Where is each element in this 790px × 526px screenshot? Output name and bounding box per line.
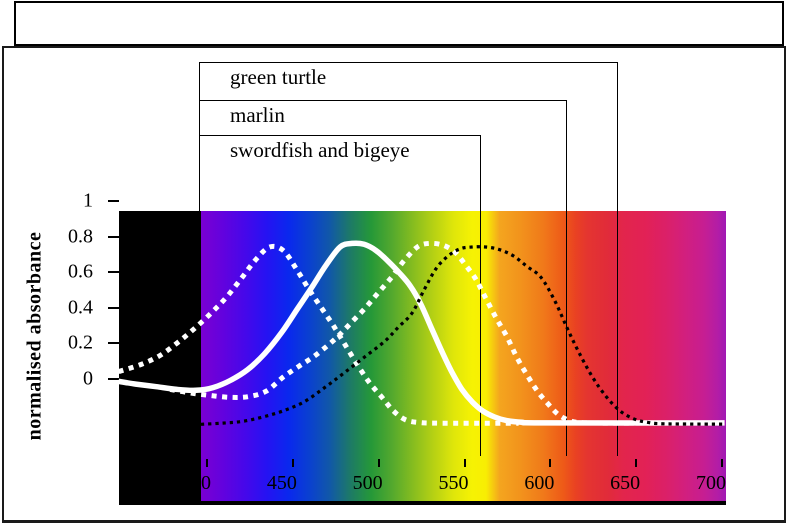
y-tick (108, 306, 119, 309)
x-tick-label: 500 (352, 472, 383, 494)
y-tick (108, 200, 119, 202)
y-axis-title: normalised absorbance (23, 231, 46, 441)
y-tick-label: 0.6 (68, 260, 93, 283)
x-tick (549, 459, 552, 467)
empty-header-box (14, 1, 784, 46)
x-tick-label: 400 (181, 472, 211, 494)
y-tick (108, 378, 119, 380)
x-tick-label: 650 (610, 472, 641, 494)
x-tick (206, 459, 208, 467)
bracket-label: green turtle (230, 65, 327, 89)
x-tick (635, 459, 638, 467)
y-tick (108, 342, 119, 345)
y-tick (108, 235, 119, 238)
x-tick-label: 450 (266, 472, 297, 494)
bracket-label: marlin (230, 103, 285, 127)
bracket-label: swordfish and bigeye (230, 138, 410, 162)
x-tick-label: 700 (696, 472, 726, 494)
x-tick (377, 459, 380, 467)
y-tick-label: 0.2 (68, 331, 93, 354)
y-tick-label: 0.4 (68, 296, 93, 319)
y-tick-label: 1 (83, 189, 93, 212)
bracket-swordfish-and-bigeye: swordfish and bigeye (199, 135, 481, 457)
y-tick-label: 0.8 (68, 225, 93, 248)
chart-frame: normalised absorbance wavelength (nm) 00… (2, 46, 786, 523)
x-tick (463, 459, 466, 467)
x-tick-label: 600 (524, 472, 555, 494)
y-tick-label: 0 (83, 367, 93, 390)
x-tick (291, 459, 294, 467)
x-tick (721, 459, 723, 467)
y-tick (108, 271, 119, 274)
x-tick-label: 550 (438, 472, 469, 494)
